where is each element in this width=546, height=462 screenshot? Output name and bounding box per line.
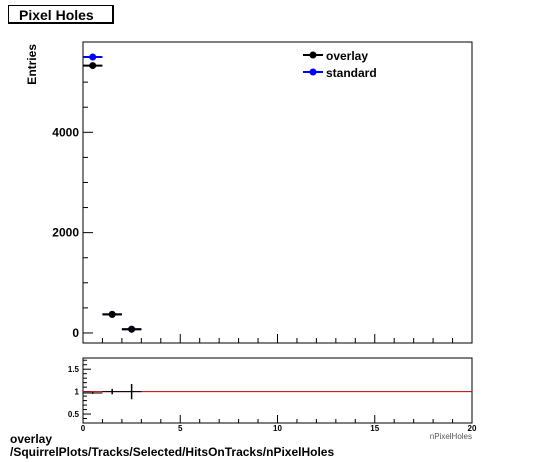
standard-point [89,53,97,61]
main-y-tick-label: 2000 [52,226,79,240]
legend-label-standard: standard [326,66,377,80]
ratio-y-tick-label: 0.5 [68,410,80,419]
ratio-x-tick-label: 5 [178,424,183,433]
footer-line-2: /SquirrelPlots/Tracks/Selected/HitsOnTra… [10,445,335,459]
ratio-x-tick-label: 0 [81,424,86,433]
ratio-y-tick-label: 1 [75,388,80,397]
overlay-point [128,325,136,333]
legend-label-overlay: overlay [326,49,368,63]
chart-title: Pixel Holes [19,7,94,23]
main-y-axis-label: Entries [25,44,39,85]
overlay-point [89,62,97,70]
legend-marker-standard [309,68,317,76]
ratio-y-tick-label: 1.5 [68,365,80,374]
legend-marker-overlay [309,51,317,59]
main-plot-frame [82,41,473,344]
x-axis-label: nPixelHoles [430,432,472,441]
ratio-x-tick-label: 15 [370,424,379,433]
footer-caption: overlay /SquirrelPlots/Tracks/Selected/H… [10,433,334,459]
chart-title-box: Pixel Holes [8,5,114,24]
overlay-point [108,310,116,318]
ratio-x-tick-label: 20 [468,424,477,433]
ratio-plot-frame [82,357,473,424]
main-y-tick-label: 4000 [52,125,79,139]
main-y-tick-label: 0 [72,326,79,340]
footer-line-1: overlay [10,432,53,446]
ratio-x-tick-label: 10 [273,424,282,433]
